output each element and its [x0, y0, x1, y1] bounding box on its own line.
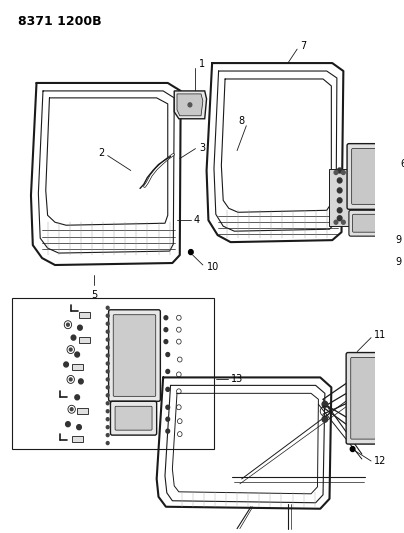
Text: 13: 13 [231, 374, 243, 384]
Text: 7: 7 [300, 41, 306, 51]
Text: 11: 11 [374, 329, 386, 340]
Circle shape [189, 249, 193, 255]
Circle shape [71, 335, 76, 340]
FancyBboxPatch shape [113, 315, 156, 397]
Bar [13, 298, 214, 449]
Text: 9: 9 [395, 235, 401, 245]
Circle shape [164, 328, 168, 332]
Circle shape [341, 171, 345, 174]
Circle shape [106, 426, 109, 429]
Circle shape [69, 378, 72, 381]
Circle shape [106, 314, 109, 317]
Circle shape [106, 441, 109, 445]
Circle shape [106, 370, 109, 373]
Circle shape [337, 188, 342, 193]
Circle shape [106, 418, 109, 421]
Circle shape [106, 394, 109, 397]
Circle shape [106, 402, 109, 405]
Circle shape [337, 178, 342, 183]
Circle shape [78, 379, 83, 384]
Text: 6: 6 [401, 158, 404, 168]
FancyBboxPatch shape [351, 358, 380, 439]
FancyBboxPatch shape [351, 149, 385, 204]
FancyBboxPatch shape [347, 144, 389, 209]
Circle shape [106, 386, 109, 389]
Circle shape [106, 354, 109, 357]
Circle shape [164, 340, 168, 344]
Circle shape [64, 362, 68, 367]
Text: 8: 8 [239, 116, 245, 126]
FancyBboxPatch shape [349, 211, 380, 236]
Text: 10: 10 [206, 262, 219, 272]
Circle shape [188, 103, 192, 107]
Circle shape [106, 322, 109, 325]
Circle shape [337, 168, 342, 173]
FancyBboxPatch shape [110, 401, 157, 435]
Circle shape [166, 417, 170, 421]
Text: 2: 2 [98, 148, 104, 158]
Circle shape [106, 346, 109, 349]
Bar [79, 337, 90, 343]
Text: 4: 4 [194, 215, 200, 225]
Text: 9: 9 [395, 257, 401, 267]
Circle shape [106, 410, 109, 413]
Text: 8371 1200B: 8371 1200B [18, 15, 102, 28]
Polygon shape [177, 94, 203, 116]
Circle shape [106, 330, 109, 333]
Circle shape [69, 348, 72, 351]
Circle shape [322, 401, 328, 407]
Circle shape [322, 416, 328, 422]
Circle shape [334, 171, 338, 174]
Circle shape [166, 387, 170, 391]
FancyBboxPatch shape [109, 310, 160, 401]
Text: 5: 5 [90, 290, 97, 300]
Circle shape [77, 425, 81, 430]
Circle shape [380, 255, 385, 261]
Circle shape [106, 362, 109, 365]
Bar [330, 168, 350, 226]
Circle shape [380, 232, 385, 237]
Circle shape [67, 323, 69, 326]
Circle shape [106, 306, 109, 309]
Bar [79, 312, 90, 318]
Circle shape [106, 434, 109, 437]
Circle shape [106, 378, 109, 381]
Circle shape [164, 316, 168, 320]
Circle shape [75, 352, 80, 357]
Bar [72, 436, 83, 442]
FancyBboxPatch shape [346, 352, 385, 444]
Circle shape [337, 208, 342, 213]
Circle shape [75, 395, 80, 400]
Text: 3: 3 [199, 143, 205, 152]
Bar [72, 365, 83, 370]
Bar [77, 408, 88, 414]
Circle shape [166, 369, 170, 374]
FancyBboxPatch shape [115, 406, 152, 430]
FancyBboxPatch shape [353, 214, 377, 232]
Polygon shape [174, 91, 206, 119]
Text: 12: 12 [374, 456, 386, 466]
Circle shape [78, 325, 82, 330]
Circle shape [350, 447, 355, 451]
Circle shape [166, 405, 170, 409]
Circle shape [337, 198, 342, 203]
Circle shape [341, 220, 345, 224]
Circle shape [337, 216, 342, 221]
Text: 1: 1 [199, 59, 205, 69]
Circle shape [166, 429, 170, 433]
Circle shape [334, 220, 338, 224]
Circle shape [166, 352, 170, 357]
Circle shape [65, 422, 70, 426]
Circle shape [106, 338, 109, 341]
Circle shape [70, 408, 73, 411]
